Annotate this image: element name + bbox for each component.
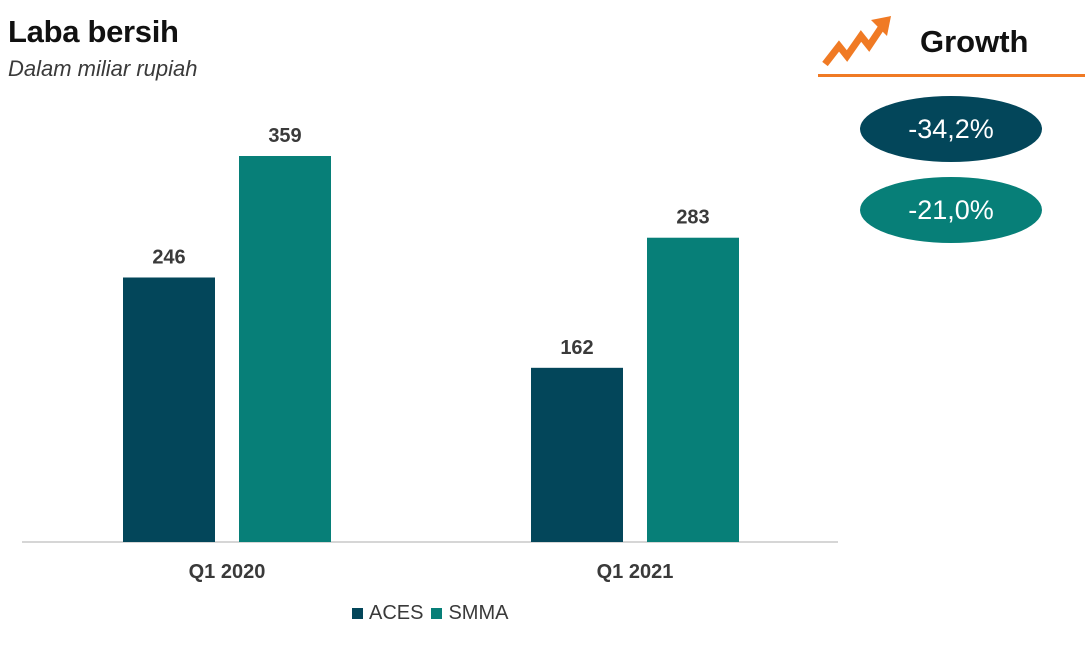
legend-swatch-aces <box>352 608 363 619</box>
data-label-aces-0: 246 <box>152 246 185 268</box>
bar-smma-1 <box>647 237 739 542</box>
x-tick-label-0: Q1 2020 <box>189 561 266 583</box>
growth-badge-aces: -34,2% <box>860 96 1042 162</box>
chart-legend: ACES SMMA <box>352 602 516 625</box>
x-tick-label-1: Q1 2021 <box>597 561 674 583</box>
data-label-smma-0: 359 <box>268 125 301 147</box>
bar-chart: 246 359 Q1 2020 162 283 Q1 2021 <box>22 125 838 583</box>
trend-up-arrow-icon <box>822 16 891 67</box>
growth-title: Growth <box>920 24 1029 59</box>
growth-panel: Growth -34,2% -21,0% <box>815 8 1087 258</box>
bar-aces-1 <box>531 367 623 542</box>
chart-subtitle: Dalam miliar rupiah <box>8 56 198 81</box>
legend-swatch-smma <box>431 608 443 619</box>
legend-label-smma: SMMA <box>448 602 509 624</box>
legend-item-aces: ACES <box>352 602 423 625</box>
growth-underline <box>818 74 1085 77</box>
chart-title: Laba bersih <box>8 14 179 49</box>
bar-smma-0 <box>239 156 331 542</box>
data-label-smma-1: 283 <box>676 207 709 229</box>
legend-item-smma: SMMA <box>431 602 508 625</box>
growth-badge-smma: -21,0% <box>860 177 1042 243</box>
legend-label-aces: ACES <box>369 602 424 624</box>
data-label-aces-1: 162 <box>560 337 593 359</box>
bar-aces-0 <box>123 277 215 542</box>
